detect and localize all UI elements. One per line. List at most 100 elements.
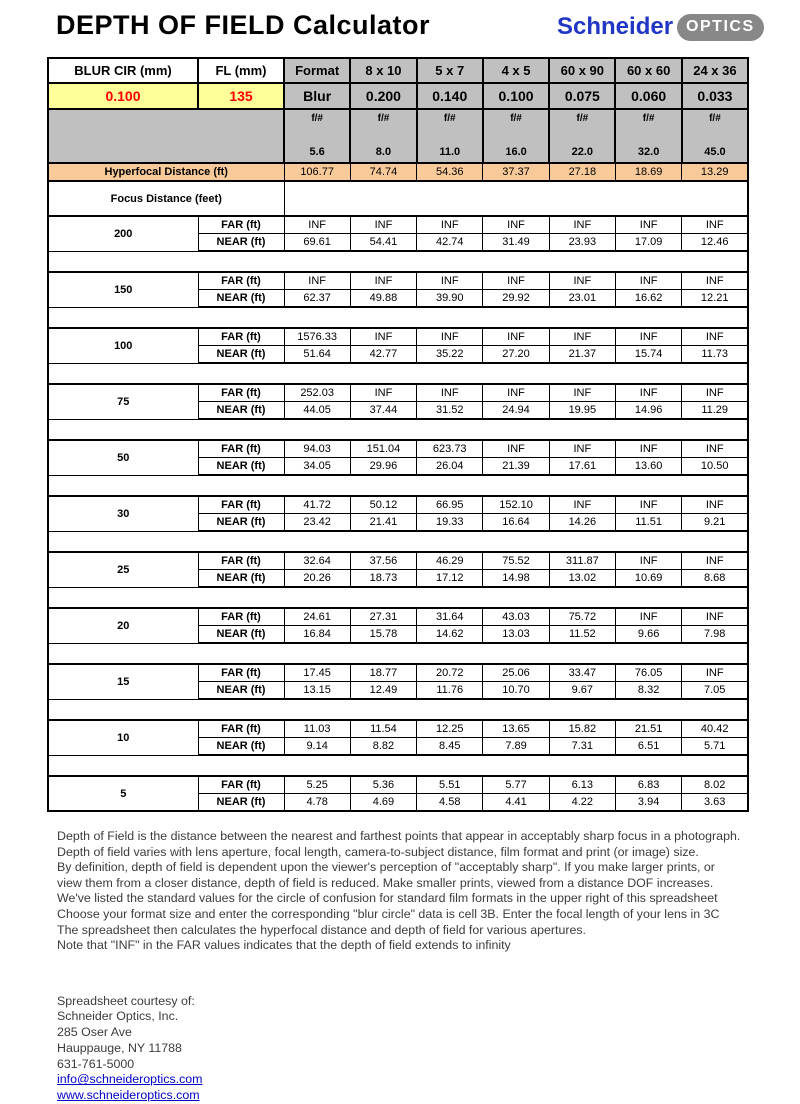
far-row: 10 FAR (ft) 11.03 11.54 12.25 13.65 15.8… [47,719,749,756]
far-value: INF [614,383,683,402]
fnum-label: f/# [311,113,323,124]
near-value: 8.68 [681,569,749,588]
far-value: 32.64 [283,551,351,570]
hyperfocal-label: Hyperfocal Distance (ft) [47,162,285,182]
far-label: FAR (ft) [197,551,285,570]
page-title: DEPTH OF FIELD Calculator [56,10,431,40]
near-value: 3.63 [681,793,749,812]
aperture-value: 11.0 [439,146,461,158]
near-value: 11.29 [681,401,749,420]
aperture-cell: f/# 22.0 [548,108,617,164]
near-value: 37.44 [349,401,418,420]
near-row: NEAR (ft) 16.84 15.78 14.62 13.03 11.52 … [48,625,749,644]
blur-label: Blur [282,82,352,110]
far-value: INF [548,215,616,234]
optics-logo-badge: OPTICS [677,13,764,41]
note-line: By definition, depth of field is depende… [57,860,715,875]
near-label: NEAR (ft) [197,345,285,364]
near-value: 11.76 [416,681,484,700]
footer-line: Hauppauge, NY 11788 [57,1040,182,1055]
spacer-row [46,530,750,553]
far-value: INF [681,607,749,626]
spacer-row [46,474,750,497]
fnum-label: f/# [443,113,456,124]
format-header-cell: 24 x 36 [680,57,750,84]
far-value: INF [548,271,616,290]
far-value: INF [681,551,749,570]
far-value: 8.02 [681,775,749,794]
near-value: 35.22 [416,345,484,364]
hyperfocal-value-cell: 13.29 [681,162,749,182]
far-value: 21.51 [614,719,683,738]
far-value: 76.05 [614,663,683,682]
near-label: NEAR (ft) [197,233,285,252]
spacer-cell [46,418,750,441]
near-value: 31.49 [482,233,550,252]
far-row: 100 FAR (ft) 1576.33 INF INF INF INF INF… [47,327,749,364]
near-row: NEAR (ft) 69.61 54.41 42.74 31.49 23.93 … [48,233,749,252]
aperture-value: 32.0 [637,146,660,158]
blur-value-cell: 0.075 [548,82,617,110]
aperture-cell: f/# 32.0 [614,108,683,164]
near-value: 14.98 [482,569,550,588]
near-value: 13.15 [283,681,351,700]
near-value: 39.90 [416,289,484,308]
format-header-cell: 60 x 90 [548,57,617,84]
fl-input[interactable]: 135 [197,82,285,110]
near-value: 42.74 [416,233,484,252]
blur-cir-input[interactable]: 0.100 [47,82,199,110]
focus-distance-value: 200 [47,215,199,252]
near-value: 10.50 [681,457,749,476]
far-value: INF [614,327,683,346]
near-value: 11.51 [614,513,683,532]
far-row: 30 FAR (ft) 41.72 50.12 66.95 152.10 INF… [47,495,749,532]
far-row: 15 FAR (ft) 17.45 18.77 20.72 25.06 33.4… [47,663,749,700]
notes-paragraph: Depth of Field is the distance between t… [57,829,800,954]
aperture-row: f/# 5.6 f/# 8.0 f/# 11.0 f/# 16.0 f/# 22.0 f/… [47,108,750,164]
near-value: 21.37 [548,345,616,364]
near-row: NEAR (ft) 20.26 18.73 17.12 14.98 13.02 … [48,569,749,588]
near-value: 23.93 [548,233,616,252]
aperture-value: 45.0 [704,146,726,158]
near-value: 17.09 [614,233,683,252]
near-value: 34.05 [283,457,351,476]
far-label: FAR (ft) [197,327,285,346]
fl-header: FL (mm) [197,57,285,84]
near-value: 21.39 [482,457,550,476]
far-value: 50.12 [349,495,418,514]
far-value: INF [548,439,616,458]
far-value: INF [416,383,484,402]
far-value: 152.10 [482,495,550,514]
spacer-row [46,418,750,441]
far-value: INF [681,271,749,290]
near-value: 7.98 [681,625,749,644]
spacer-cell [46,698,750,721]
spacer-cell [46,250,750,273]
blur-row: 0.100 135 Blur 0.200 0.140 0.100 0.075 0… [47,82,750,110]
far-value: INF [283,271,351,290]
far-value: INF [614,551,683,570]
format-header-cell: 60 x 60 [614,57,683,84]
near-value: 16.84 [283,625,351,644]
near-value: 44.05 [283,401,351,420]
email-link[interactable]: info@schneideroptics.com [57,1072,203,1087]
far-label: FAR (ft) [197,719,285,738]
focus-distance-value: 25 [47,551,199,588]
far-row: 75 FAR (ft) 252.03 INF INF INF INF INF I… [47,383,749,420]
far-value: INF [283,215,351,234]
far-value: INF [482,383,550,402]
near-value: 29.96 [349,457,418,476]
spacer-cell [46,362,750,385]
near-label: NEAR (ft) [197,457,285,476]
website-link[interactable]: www.schneideroptics.com [57,1087,200,1102]
near-value: 8.32 [614,681,683,700]
far-value: INF [349,215,418,234]
near-value: 12.46 [681,233,749,252]
title-bar: DEPTH OF FIELD Calculator Schneider OPTI… [0,0,800,57]
far-row: 25 FAR (ft) 32.64 37.56 46.29 75.52 311.… [47,551,749,588]
near-value: 8.82 [349,737,418,756]
note-line: Choose your format size and enter the co… [57,906,720,921]
aperture-value: 16.0 [505,146,527,158]
near-value: 7.05 [681,681,749,700]
near-value: 7.89 [482,737,550,756]
